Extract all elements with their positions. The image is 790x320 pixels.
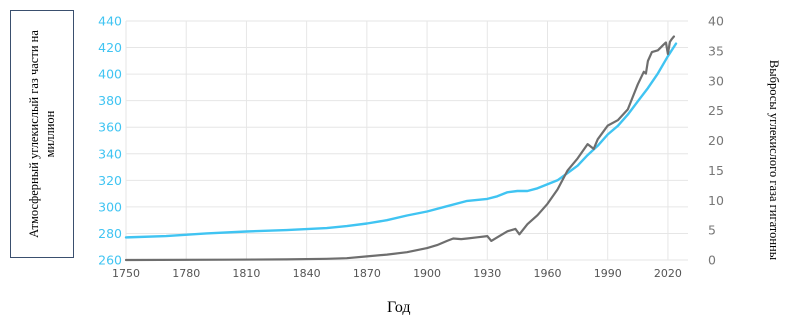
left-tick-label: 320 xyxy=(98,173,122,188)
x-tick-label: 1990 xyxy=(594,267,622,280)
emissions-series-line xyxy=(124,35,676,262)
right-axis-label: Выбросы углекислого газа гигатонны xyxy=(767,59,781,261)
left-tick-label: 360 xyxy=(98,120,122,135)
grid-lines xyxy=(125,20,688,261)
x-tick-label: 1870 xyxy=(353,267,381,280)
left-tick-label: 300 xyxy=(98,199,122,214)
left-tick-label: 280 xyxy=(98,226,122,241)
left-axis-label-box xyxy=(10,10,74,258)
right-tick-label: 25 xyxy=(708,103,724,118)
x-tick-label: 1780 xyxy=(172,267,200,280)
right-tick-label: 15 xyxy=(708,163,724,178)
right-axis-ticks: 0 5 10 15 20 25 30 35 40 xyxy=(708,14,724,268)
left-tick-label: 260 xyxy=(98,253,122,268)
right-tick-label: 10 xyxy=(708,193,724,208)
series-lines xyxy=(124,35,678,262)
left-tick-label: 400 xyxy=(98,67,122,82)
right-tick-label: 20 xyxy=(708,133,724,148)
x-tick-label: 1750 xyxy=(112,267,140,280)
x-tick-label: 1810 xyxy=(232,267,260,280)
x-tick-label: 1840 xyxy=(293,267,321,280)
co2-concentration-series-line xyxy=(124,42,678,239)
right-tick-label: 5 xyxy=(708,223,716,238)
right-tick-label: 0 xyxy=(708,253,716,268)
x-tick-label: 2020 xyxy=(654,267,682,280)
left-tick-label: 420 xyxy=(98,40,122,55)
left-axis-ticks: 260 280 300 320 340 360 380 400 420 440 xyxy=(98,14,122,268)
left-tick-label: 340 xyxy=(98,146,122,161)
left-axis-label: Атмосферный углекислый газ части на милл… xyxy=(27,30,57,238)
x-tick-label: 1930 xyxy=(473,267,501,280)
x-axis-ticks: 1750 1780 1810 1840 1870 1900 1930 1960 1990 2020 xyxy=(112,267,682,280)
x-tick-label: 1960 xyxy=(534,267,562,280)
left-tick-label: 440 xyxy=(98,14,122,29)
left-tick-label: 380 xyxy=(98,93,122,108)
right-tick-label: 40 xyxy=(708,14,724,29)
x-axis-label: Год xyxy=(387,299,411,316)
x-tick-label: 1900 xyxy=(413,267,441,280)
right-tick-label: 30 xyxy=(708,73,724,88)
right-tick-label: 35 xyxy=(708,43,724,58)
